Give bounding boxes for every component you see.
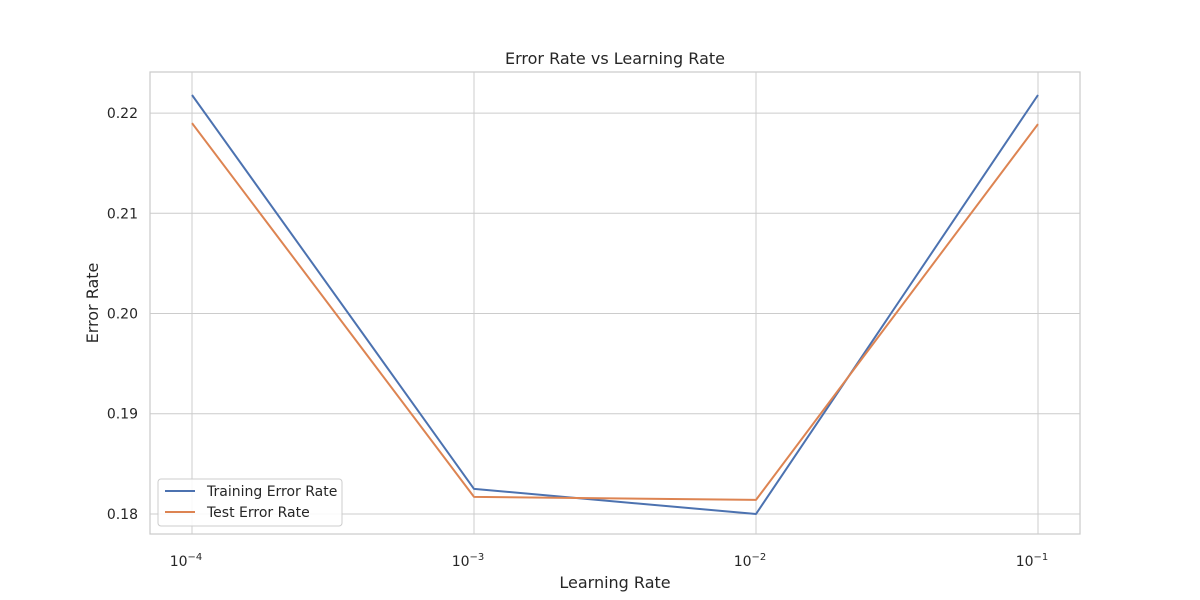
series-line-0 [191,94,1039,515]
x-axis-label: Learning Rate [559,573,670,592]
x-tick-label: 10−1 [1016,552,1049,570]
y-tick-label: 0.18 [107,507,138,523]
plot-frame [149,71,1081,535]
y-tick-label: 0.21 [107,206,138,222]
x-tick-labels: 10−4 10−3 10−2 10−1 [170,552,1049,570]
x-tick-label: 10−3 [452,552,485,570]
y-tick-label: 0.19 [107,407,138,423]
y-tick-labels: 0.18 0.19 0.20 0.21 0.22 [107,106,138,523]
legend-label-training: Training Error Rate [206,484,337,500]
series-group [191,94,1039,515]
legend-label-test: Test Error Rate [206,505,310,521]
x-tick-label: 10−2 [734,552,767,570]
legend: Training Error Rate Test Error Rate [157,478,343,527]
series-line-1 [191,122,1039,501]
legend-box [157,478,343,527]
y-tick-label: 0.22 [107,106,138,122]
y-axis-label: Error Rate [83,263,102,344]
x-tick-label: 10−4 [170,552,203,570]
y-tick-label: 0.20 [107,307,138,323]
chart-title: Error Rate vs Learning Rate [505,49,725,68]
plot-background [150,72,1080,534]
